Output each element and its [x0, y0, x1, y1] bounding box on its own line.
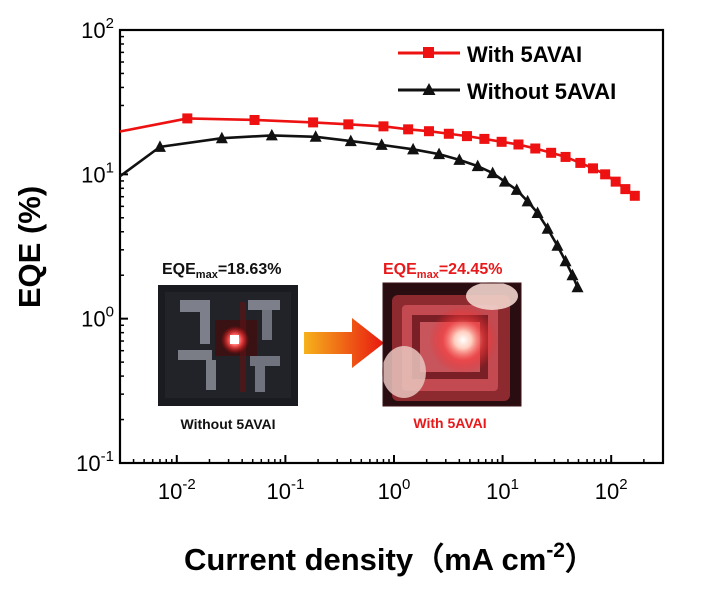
series-line-with-5avai — [119, 117, 636, 197]
data-point-with-5avai — [560, 151, 571, 162]
data-point-with-5avai — [610, 176, 621, 187]
y-tick-label: 101 — [81, 159, 114, 187]
data-point-with-5avai — [546, 147, 557, 158]
data-point-with-5avai — [600, 169, 611, 180]
data-point-without-5avai — [486, 166, 499, 179]
data-point-without-5avai — [265, 128, 278, 141]
data-point-without-5avai — [531, 206, 544, 218]
legend: With 5AVAI Without 5AVAI — [398, 42, 616, 104]
data-point-with-5avai — [575, 157, 586, 168]
inset-right-caption: With 5AVAI — [413, 415, 486, 431]
data-point-with-5avai — [249, 114, 260, 125]
data-point-without-5avai — [153, 140, 166, 152]
inset-right-eqe-label: EQEmax=24.45% — [383, 261, 502, 281]
data-point-without-5avai — [541, 222, 554, 234]
series-layer — [119, 113, 640, 293]
data-point-with-5avai — [308, 117, 319, 128]
inset-left-eqe-label: EQEmax=18.63% — [162, 261, 281, 281]
data-point-with-5avai — [182, 113, 193, 124]
y-tick-label: 102 — [81, 15, 114, 43]
x-tick-label: 10-2 — [158, 476, 196, 504]
x-axis-ticks: 10-2 10-1 100 101 102 — [132, 455, 645, 504]
data-point-without-5avai — [521, 194, 534, 207]
x-axis-label: Current density（mA cm-2） — [184, 539, 596, 577]
x-tick-label: 101 — [486, 476, 519, 504]
data-point-without-5avai — [566, 268, 579, 281]
y-axis-ticks: 10-1 100 101 102 — [76, 15, 128, 476]
data-point-without-5avai — [471, 159, 484, 172]
data-point-without-5avai — [433, 147, 446, 160]
data-point-with-5avai — [403, 124, 414, 135]
x-tick-label: 10-1 — [266, 476, 304, 504]
data-point-without-5avai — [571, 280, 584, 293]
x-axis-label-main: Current density（mA cm — [184, 542, 546, 577]
x-tick-label: 102 — [595, 476, 628, 504]
inset-right: EQEmax=24.45% With 5AVAI — [382, 261, 522, 431]
data-point-with-5avai — [378, 121, 389, 132]
data-point-without-5avai — [453, 153, 466, 165]
data-point-without-5avai — [559, 254, 572, 267]
data-point-with-5avai — [479, 133, 490, 144]
inset-left-photo — [158, 285, 298, 406]
inset-arrow — [304, 318, 384, 368]
data-point-without-5avai — [344, 134, 357, 147]
data-point-without-5avai — [498, 175, 511, 187]
legend-marker-without — [422, 83, 436, 95]
data-point-with-5avai — [496, 136, 507, 147]
inset-left-caption: Without 5AVAI — [180, 416, 275, 432]
inset-left: EQEmax=18.63% Without 5AVAI — [158, 261, 298, 432]
data-point-with-5avai — [530, 143, 541, 154]
data-point-with-5avai — [423, 126, 434, 137]
x-axis-label-exponent: -2 — [546, 539, 565, 562]
inset-right-photo — [382, 282, 522, 407]
data-point-with-5avai — [461, 131, 472, 142]
x-tick-label: 100 — [378, 476, 411, 504]
legend-marker-with — [423, 47, 434, 58]
data-point-without-5avai — [309, 130, 322, 142]
data-point-without-5avai — [215, 131, 228, 144]
y-tick-label: 10-1 — [76, 448, 114, 476]
data-point-with-5avai — [620, 184, 631, 195]
data-point-with-5avai — [343, 119, 354, 130]
data-point-without-5avai — [375, 138, 388, 150]
data-point-with-5avai — [587, 163, 598, 174]
y-axis-label: EQE (%) — [12, 186, 47, 308]
legend-label-with: With 5AVAI — [467, 42, 582, 67]
data-point-with-5avai — [629, 190, 640, 201]
data-point-without-5avai — [407, 142, 420, 155]
data-point-without-5avai — [551, 239, 564, 251]
data-point-without-5avai — [510, 183, 523, 195]
plot-frame — [118, 28, 665, 465]
legend-label-without: Without 5AVAI — [467, 79, 616, 104]
x-axis-label-close: ） — [565, 542, 596, 577]
y-tick-label: 100 — [81, 304, 114, 332]
data-point-with-5avai — [443, 128, 454, 139]
data-point-with-5avai — [513, 139, 524, 150]
